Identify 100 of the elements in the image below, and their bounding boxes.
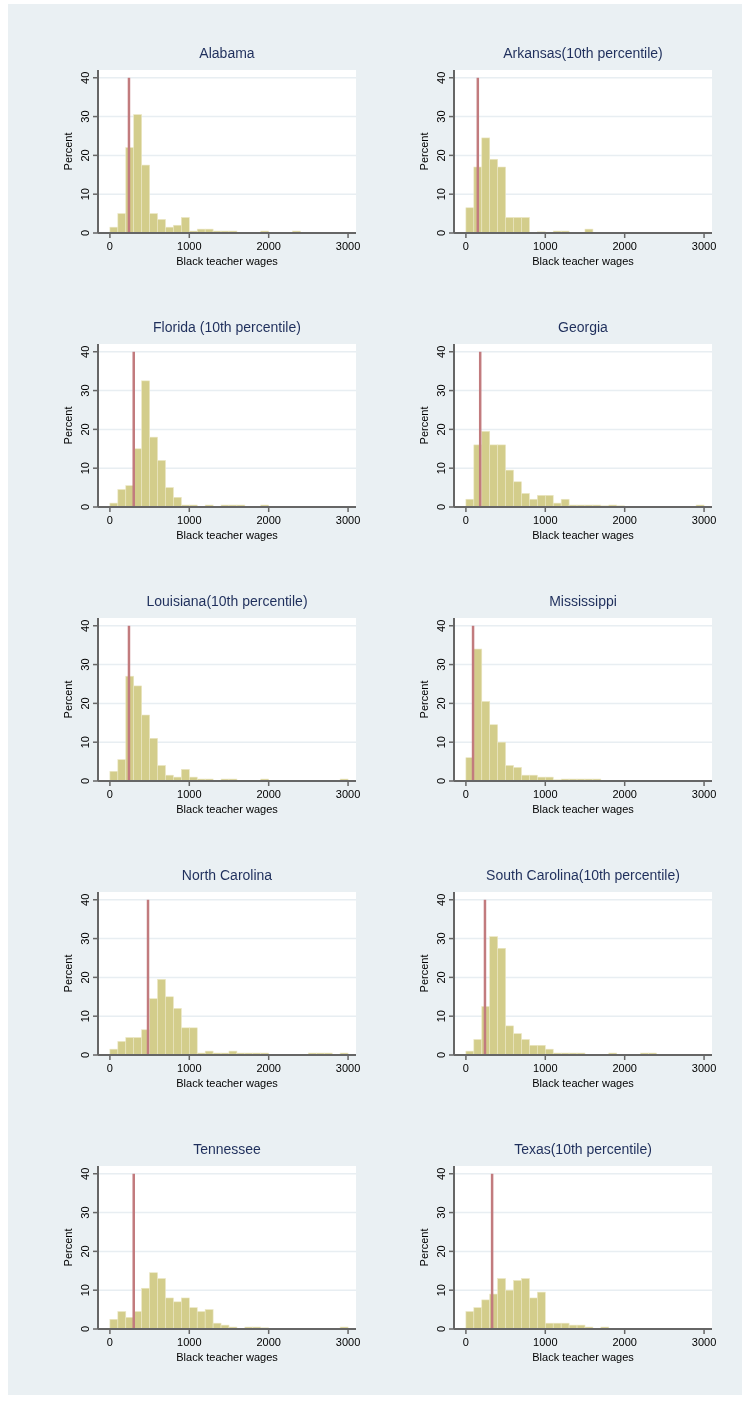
x-tick-label: 0 — [106, 240, 113, 252]
y-tick-label: 0 — [435, 1051, 447, 1059]
y-tick-label: 0 — [435, 229, 447, 237]
y-tick-label: 30 — [79, 658, 91, 671]
x-tick-label: 2000 — [612, 1336, 637, 1348]
y-axis-title: Percent — [62, 132, 74, 171]
chart-title: Texas(10th percentile) — [514, 1141, 652, 1157]
x-tick-label: 2000 — [612, 1062, 637, 1074]
y-tick-label: 10 — [79, 188, 91, 201]
x-axis-title: Black teacher wages — [532, 1077, 635, 1089]
x-tick-label: 0 — [106, 1336, 113, 1348]
x-tick-label: 2000 — [256, 788, 281, 800]
y-tick-label: 10 — [79, 736, 91, 749]
x-axis-title: Black teacher wages — [532, 529, 635, 541]
x-axis-title: Black teacher wages — [176, 1077, 279, 1089]
x-tick-label: 0 — [462, 1336, 469, 1348]
x-tick-label: 3000 — [335, 788, 361, 800]
y-tick-label: 40 — [435, 71, 447, 84]
y-tick-label: 0 — [79, 1051, 91, 1059]
x-tick-label: 3000 — [335, 514, 361, 526]
x-tick-label: 2000 — [256, 514, 281, 526]
y-tick-label: 20 — [79, 149, 91, 162]
y-tick-label: 30 — [435, 384, 447, 397]
y-tick-label: 40 — [435, 893, 447, 906]
chart-title: Arkansas(10th percentile) — [503, 45, 663, 61]
x-tick-label: 0 — [462, 240, 469, 252]
y-tick-label: 30 — [79, 1206, 91, 1219]
x-tick-label: 0 — [106, 514, 113, 526]
chart-title: Louisiana(10th percentile) — [146, 593, 308, 609]
x-axis-title: Black teacher wages — [532, 1351, 635, 1363]
y-tick-label: 20 — [435, 971, 447, 984]
y-tick-label: 20 — [435, 1245, 447, 1258]
y-tick-label: 40 — [435, 345, 447, 358]
y-tick-label: 20 — [435, 423, 447, 436]
x-tick-label: 1000 — [177, 514, 202, 526]
y-tick-label: 0 — [79, 777, 91, 785]
y-tick-label: 20 — [79, 1245, 91, 1258]
y-tick-label: 40 — [79, 893, 91, 906]
y-tick-label: 10 — [435, 188, 447, 201]
chart-title: Tennessee — [193, 1141, 262, 1157]
x-tick-label: 2000 — [612, 788, 637, 800]
x-tick-label: 1000 — [177, 1062, 202, 1074]
chart-title: Florida (10th percentile) — [153, 319, 301, 335]
x-axis-title: Black teacher wages — [532, 803, 635, 815]
y-tick-label: 0 — [79, 503, 91, 511]
y-tick-label: 0 — [79, 229, 91, 237]
y-tick-label: 10 — [435, 736, 447, 749]
y-tick-label: 40 — [435, 1167, 447, 1180]
x-tick-label: 2000 — [612, 240, 637, 252]
x-tick-label: 3000 — [335, 1062, 361, 1074]
y-tick-label: 20 — [435, 149, 447, 162]
y-tick-label: 10 — [79, 1284, 91, 1297]
y-tick-label: 40 — [79, 1167, 91, 1180]
x-tick-label: 3000 — [691, 1062, 717, 1074]
y-tick-label: 10 — [79, 462, 91, 475]
x-tick-label: 1000 — [177, 240, 202, 252]
x-tick-label: 0 — [462, 788, 469, 800]
x-tick-label: 3000 — [691, 514, 717, 526]
y-axis-title: Percent — [418, 406, 430, 445]
y-tick-label: 30 — [435, 932, 447, 945]
y-tick-label: 40 — [79, 619, 91, 632]
x-tick-label: 0 — [106, 788, 113, 800]
y-tick-label: 20 — [435, 697, 447, 710]
y-tick-label: 30 — [79, 932, 91, 945]
x-axis-title: Black teacher wages — [176, 255, 279, 267]
x-tick-label: 1000 — [533, 240, 558, 252]
y-axis-title: Percent — [62, 1228, 74, 1267]
y-tick-label: 40 — [435, 619, 447, 632]
x-tick-label: 1000 — [533, 1062, 558, 1074]
x-tick-label: 3000 — [691, 240, 717, 252]
y-axis-title: Percent — [62, 954, 74, 993]
x-tick-label: 2000 — [256, 240, 281, 252]
x-tick-label: 0 — [462, 1062, 469, 1074]
y-tick-label: 0 — [435, 777, 447, 785]
chart-title: Alabama — [199, 45, 255, 61]
y-tick-label: 10 — [435, 462, 447, 475]
chart-title: Mississippi — [549, 593, 617, 609]
x-tick-label: 2000 — [256, 1062, 281, 1074]
y-tick-label: 40 — [79, 71, 91, 84]
x-tick-label: 3000 — [335, 240, 361, 252]
x-tick-label: 1000 — [533, 788, 558, 800]
x-tick-label: 1000 — [533, 1336, 558, 1348]
y-tick-label: 30 — [435, 658, 447, 671]
y-tick-label: 0 — [79, 1325, 91, 1333]
x-tick-label: 1000 — [177, 1336, 202, 1348]
y-axis-title: Percent — [418, 680, 430, 719]
x-axis-title: Black teacher wages — [176, 529, 279, 541]
y-axis-title: Percent — [418, 954, 430, 993]
y-tick-label: 20 — [79, 971, 91, 984]
y-tick-label: 40 — [79, 345, 91, 358]
y-tick-label: 20 — [79, 423, 91, 436]
y-tick-label: 30 — [435, 1206, 447, 1219]
y-tick-label: 10 — [79, 1010, 91, 1023]
chart-title: Georgia — [558, 319, 609, 335]
x-tick-label: 3000 — [691, 788, 717, 800]
y-tick-label: 30 — [435, 110, 447, 123]
y-tick-label: 30 — [79, 110, 91, 123]
x-tick-label: 3000 — [691, 1336, 717, 1348]
x-tick-label: 0 — [106, 1062, 113, 1074]
y-tick-label: 0 — [435, 1325, 447, 1333]
